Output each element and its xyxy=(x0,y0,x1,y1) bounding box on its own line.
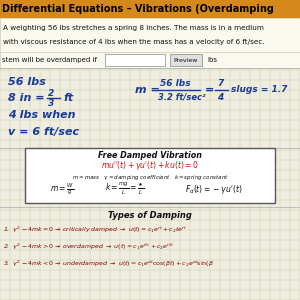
Text: Types of Damping: Types of Damping xyxy=(108,211,192,220)
Text: Preview: Preview xyxy=(174,58,198,62)
Text: 3.2 ft/sec²: 3.2 ft/sec² xyxy=(158,92,206,101)
Text: 3.  $\gamma^2 - 4mk < 0 \rightarrow$ underdamped $\rightarrow$ $u(t) = c_1e^{\al: 3. $\gamma^2 - 4mk < 0 \rightarrow$ unde… xyxy=(3,259,214,269)
Text: =: = xyxy=(205,85,214,95)
Text: Free Damped Vibration: Free Damped Vibration xyxy=(98,151,202,160)
Text: v = 6 ft/sec: v = 6 ft/sec xyxy=(8,127,79,137)
Text: $m = mass \quad \gamma = damping\ coefficient \quad k = spring\ constant$: $m = mass \quad \gamma = damping\ coeffi… xyxy=(71,172,229,182)
Text: stem will be overdamped if: stem will be overdamped if xyxy=(2,57,97,63)
Text: 2: 2 xyxy=(48,88,54,98)
Text: A weighting 56 lbs stretches a spring 8 inches. The mass is in a medium: A weighting 56 lbs stretches a spring 8 … xyxy=(3,25,264,31)
Text: 3: 3 xyxy=(48,98,54,107)
Text: 8 in =: 8 in = xyxy=(8,93,45,103)
Text: lbs: lbs xyxy=(207,57,217,63)
Text: with viscous resistance of 4 lbs when the mass has a velocity of 6 ft/sec.: with viscous resistance of 4 lbs when th… xyxy=(3,39,265,45)
Bar xyxy=(0,0,300,18)
Bar xyxy=(25,148,275,203)
Text: $m = \frac{W}{g}$: $m = \frac{W}{g}$ xyxy=(50,181,74,197)
Text: $mu''(t) + \gamma u'(t) + ku(t) = 0$: $mu''(t) + \gamma u'(t) + ku(t) = 0$ xyxy=(101,160,199,172)
Text: slugs = 1.7: slugs = 1.7 xyxy=(231,85,287,94)
Text: m =: m = xyxy=(135,85,160,95)
Text: 56 lbs: 56 lbs xyxy=(160,79,190,88)
Text: $F_d(t) = -\gamma u'(t)$: $F_d(t) = -\gamma u'(t)$ xyxy=(185,182,242,196)
Text: 1.  $\gamma^2 - 4mk = 0 \rightarrow$ critically damped $\rightarrow$ $u(t) = c_1: 1. $\gamma^2 - 4mk = 0 \rightarrow$ crit… xyxy=(3,225,188,235)
Text: 4 lbs when: 4 lbs when xyxy=(8,110,76,120)
Text: Differential Equations – Vibrations (Overdamping: Differential Equations – Vibrations (Ove… xyxy=(2,4,274,14)
Text: 2.  $\gamma^2 - 4mk > 0 \rightarrow$ overdamped $\rightarrow$ $u(t) = c_1e^{r_1t: 2. $\gamma^2 - 4mk > 0 \rightarrow$ over… xyxy=(3,242,175,252)
Text: $k = \frac{mg}{L} = \frac{\bigstar}{L}$: $k = \frac{mg}{L} = \frac{\bigstar}{L}$ xyxy=(105,181,145,197)
Bar xyxy=(105,54,165,66)
Bar xyxy=(0,18,300,52)
Bar xyxy=(170,54,202,66)
Text: 56 lbs: 56 lbs xyxy=(8,77,46,87)
Text: ft: ft xyxy=(63,93,73,103)
Text: 4: 4 xyxy=(217,92,223,101)
Bar xyxy=(0,52,300,68)
Text: 7: 7 xyxy=(217,79,223,88)
